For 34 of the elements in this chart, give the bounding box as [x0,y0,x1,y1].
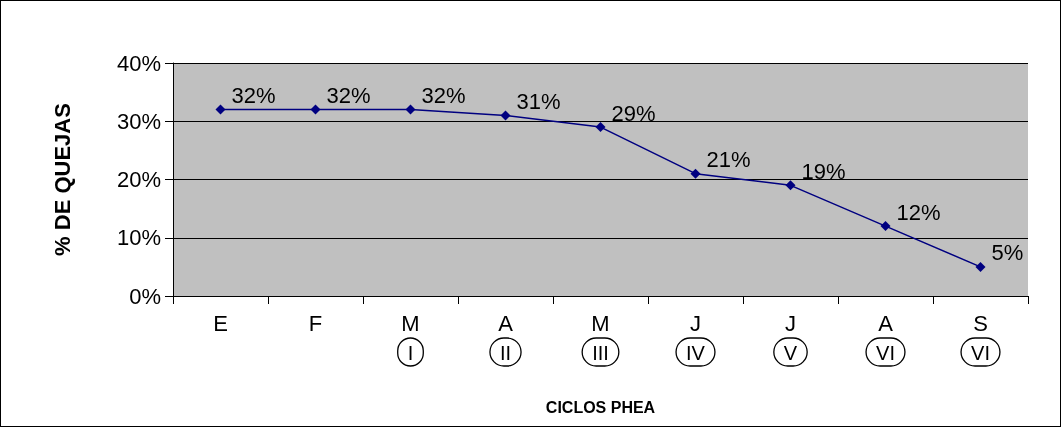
y-tick-label: 0% [129,283,161,309]
y-axis-title: % DE QUEJAS [49,103,75,256]
x-tick-label: A VI [876,310,895,364]
x-tick-label: J V [783,310,798,364]
point [405,104,416,115]
data-label: 19% [801,158,846,184]
point [310,104,321,115]
data-label: 32% [326,83,371,109]
point [785,180,796,191]
point [595,122,606,133]
point [500,110,511,121]
point [690,168,701,179]
x-tick-label: J IV [686,310,706,364]
y-tick-label: 10% [116,225,161,251]
y-tick-label: 20% [116,167,161,192]
x-tick-label: M I [401,310,420,364]
x-tick-label: M III [591,310,610,364]
data-label: 12% [896,199,941,225]
data-label: 32% [421,83,466,109]
data-label: 32% [231,83,276,109]
data-label: 31% [516,88,561,114]
x-axis-title: CICLOS PHEA [545,398,656,416]
data-label: 21% [706,147,751,173]
y-tick-label: 40% [116,50,161,76]
x-tick-label: F [308,310,323,336]
data-label: 29% [611,100,656,126]
point [880,221,891,232]
x-tick-label: E [213,310,228,336]
data-label: 5% [991,240,1024,266]
y-tick-label: 30% [116,108,161,134]
point [975,261,986,272]
x-tick-label: S VI [971,310,990,364]
point [215,104,226,115]
x-tick-label: A II [498,310,514,364]
